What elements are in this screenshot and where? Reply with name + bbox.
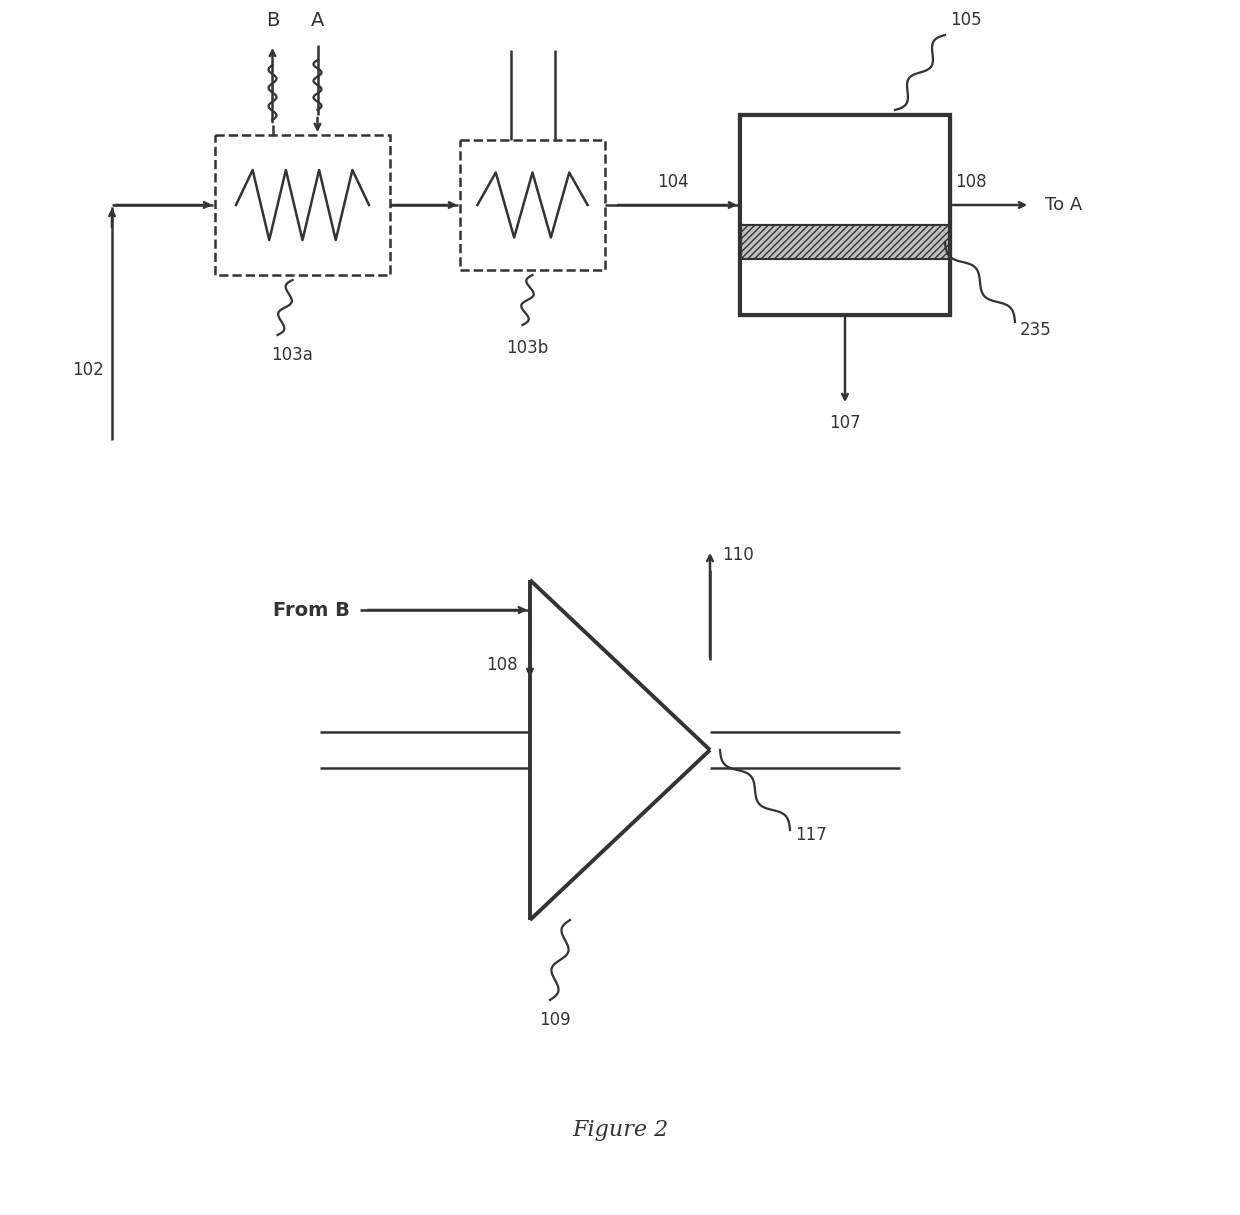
Text: 105: 105 bbox=[950, 11, 982, 29]
Text: 108: 108 bbox=[955, 173, 987, 191]
Text: Figure 2: Figure 2 bbox=[572, 1119, 668, 1141]
Text: 104: 104 bbox=[657, 173, 688, 191]
Bar bbox=[740, 225, 950, 259]
Text: To A: To A bbox=[1045, 196, 1083, 214]
Text: B: B bbox=[265, 11, 279, 29]
Text: 107: 107 bbox=[830, 414, 861, 433]
Bar bbox=[740, 115, 950, 315]
Text: 108: 108 bbox=[486, 656, 518, 674]
Text: 102: 102 bbox=[72, 361, 104, 379]
Bar bbox=[460, 140, 605, 270]
Bar bbox=[740, 115, 950, 315]
Text: 117: 117 bbox=[795, 826, 827, 844]
Text: 110: 110 bbox=[722, 546, 754, 564]
Text: 103b: 103b bbox=[506, 339, 548, 357]
Text: A: A bbox=[311, 11, 324, 29]
Bar bbox=[215, 135, 391, 275]
Text: 109: 109 bbox=[539, 1011, 570, 1029]
Bar bbox=[740, 115, 950, 225]
Text: From B: From B bbox=[273, 600, 350, 620]
Text: 103a: 103a bbox=[272, 346, 314, 364]
Text: 235: 235 bbox=[1021, 321, 1052, 339]
Bar bbox=[740, 259, 950, 315]
